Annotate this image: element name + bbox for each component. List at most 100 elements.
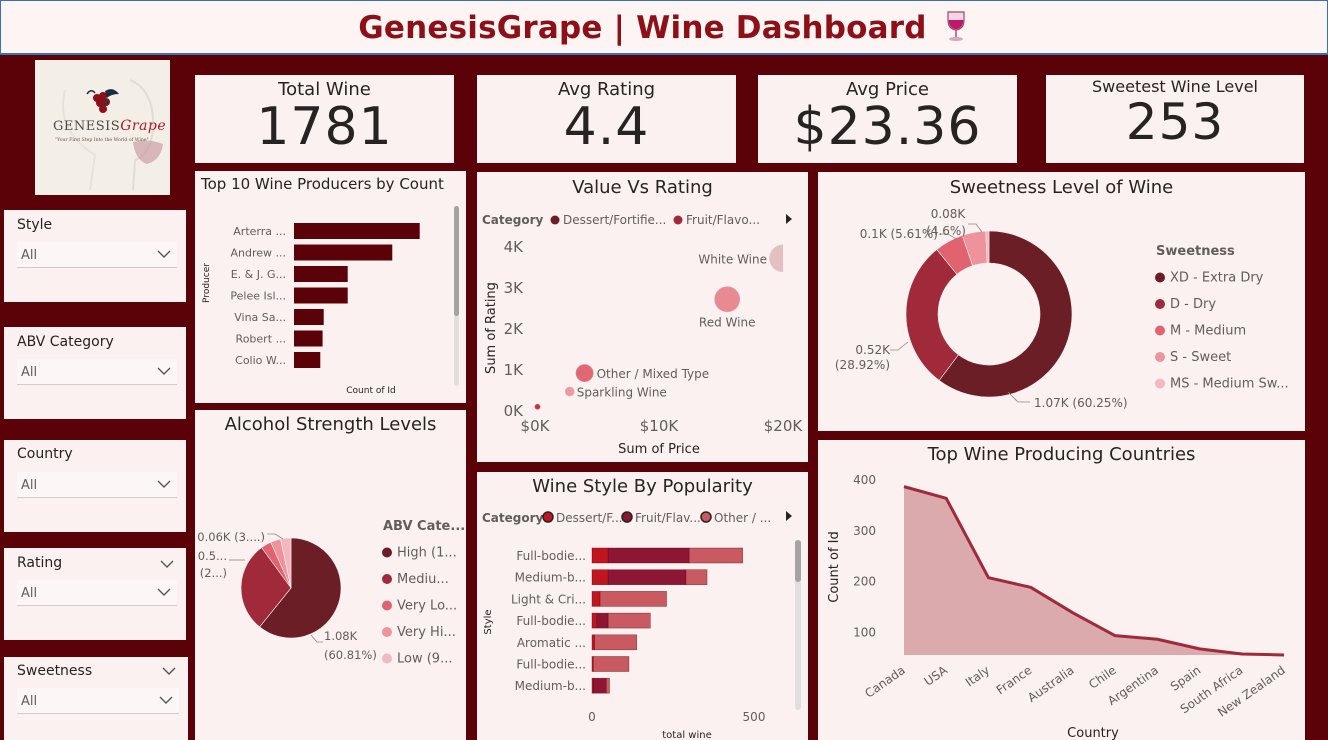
legend-label: Dessert/F... bbox=[556, 511, 623, 525]
bar-segment bbox=[592, 656, 630, 672]
scatter-point bbox=[768, 243, 783, 273]
x-tick-label: Spain bbox=[1168, 663, 1203, 694]
area-fill bbox=[904, 486, 1284, 655]
countries-chart-panel: Top Wine Producing Countries 100 200 300 40… bbox=[818, 440, 1305, 740]
legend-marker bbox=[382, 653, 392, 664]
kpi-value: $23.36 bbox=[793, 97, 982, 157]
legend-marker bbox=[1155, 272, 1165, 283]
scrollbar[interactable] bbox=[795, 540, 801, 710]
pie-slice bbox=[280, 537, 292, 589]
data-label: 0.52K bbox=[855, 343, 891, 357]
chevron-down-icon bbox=[157, 367, 171, 375]
data-label: 1.08K bbox=[324, 629, 358, 643]
kpi-card-avg-price: Avg Price $23.36 bbox=[758, 75, 1017, 163]
legend-title: Sweetness bbox=[1156, 244, 1235, 259]
alcohol-chart-panel: Alcohol Strength Levels ABV Cate... High … bbox=[195, 410, 466, 740]
scatter-point bbox=[533, 403, 541, 411]
x-tick-label: 0 bbox=[588, 710, 596, 724]
y-axis-label: Sum of Rating bbox=[484, 282, 499, 374]
genesisgrape-logo bbox=[62, 79, 163, 191]
bar-segment bbox=[596, 612, 609, 629]
data-label: Sparkling Wine bbox=[577, 386, 667, 400]
legend-label: Very Hi... bbox=[397, 625, 456, 640]
tick-label: Andrew ... bbox=[230, 247, 286, 260]
legend-title: Category bbox=[482, 213, 544, 227]
scrollbar[interactable] bbox=[454, 206, 459, 386]
legend-label: Low (9... bbox=[397, 652, 452, 667]
sweetness-dropdown[interactable]: All bbox=[17, 688, 179, 714]
dropdown-value: All bbox=[21, 694, 38, 709]
y-axis-label: Style bbox=[483, 609, 494, 634]
legend-label: High (1... bbox=[397, 546, 457, 561]
logo-panel: GENESISGrape "Your First Step Into the W… bbox=[35, 60, 170, 195]
chevron-down-icon bbox=[157, 588, 171, 596]
donut-slice bbox=[938, 230, 1073, 398]
legend-label: Very Lo... bbox=[397, 599, 457, 614]
data-label: (28.92%) bbox=[835, 358, 890, 372]
leader-line bbox=[310, 634, 323, 643]
y-axis-label: Count of Id bbox=[827, 531, 842, 603]
producers-bar-chart: Arterra ... Andrew ... E. & J. G... Pelee I… bbox=[202, 223, 420, 396]
slicer-title: Rating bbox=[17, 555, 63, 571]
bar-segment bbox=[685, 569, 708, 585]
data-label: 0.5... bbox=[198, 549, 227, 563]
legend-marker bbox=[382, 627, 392, 637]
legend-marker bbox=[542, 511, 554, 523]
bar bbox=[294, 330, 323, 347]
value-rating-chart-panel: Value Vs Rating Category Dessert/Fortifie… bbox=[477, 172, 808, 462]
data-label: 0.08K bbox=[931, 207, 967, 221]
x-axis-label: total wine bbox=[662, 730, 712, 740]
chevron-down-icon[interactable] bbox=[162, 667, 176, 675]
x-tick-label: Italy bbox=[963, 663, 992, 689]
kpi-card-total-wine: Total Wine 1781 bbox=[195, 75, 454, 163]
country-dropdown[interactable]: All bbox=[17, 472, 177, 498]
data-label: 1.07K (60.25%) bbox=[1034, 396, 1128, 410]
legend-marker bbox=[382, 574, 392, 584]
bar bbox=[294, 244, 393, 261]
slicer-title: Country bbox=[17, 446, 73, 462]
bar-segment bbox=[592, 677, 607, 694]
x-tick-label: Canada bbox=[862, 663, 907, 701]
chart-title: Alcohol Strength Levels bbox=[224, 414, 437, 435]
kpi-card-avg-rating: Avg Rating 4.4 bbox=[477, 75, 736, 163]
series-line bbox=[903, 485, 1285, 657]
bar-segment bbox=[607, 547, 690, 564]
style-dropdown[interactable]: All bbox=[17, 242, 177, 268]
y-tick-label: 400 bbox=[853, 473, 876, 487]
tick-label: Medium-b... bbox=[515, 571, 586, 585]
legend-label: Dessert/Fortifie... bbox=[563, 213, 666, 227]
tick-label: Robert ... bbox=[236, 333, 286, 346]
chart-title: Top Wine Producing Countries bbox=[927, 444, 1196, 465]
abv-category-dropdown[interactable]: All bbox=[17, 359, 177, 385]
bar-segment bbox=[591, 547, 609, 564]
y-tick-label: 100 bbox=[853, 626, 876, 640]
rating-dropdown[interactable]: All bbox=[17, 580, 177, 606]
leader-line bbox=[968, 223, 983, 233]
legend-label: Mediu... bbox=[397, 572, 449, 587]
page-title: GenesisGrape | Wine Dashboard bbox=[358, 10, 927, 46]
bar-segment bbox=[591, 569, 609, 585]
legend-marker bbox=[1155, 299, 1165, 309]
legend-title: ABV Cate... bbox=[383, 519, 465, 534]
y-tick-label: 0K bbox=[504, 402, 525, 420]
y-axis-label: Producer bbox=[202, 263, 212, 303]
legend-next-arrow-icon bbox=[786, 214, 792, 224]
slicer-title: Style bbox=[17, 217, 53, 233]
donut-slice bbox=[905, 249, 959, 381]
slicer-rating: Rating All bbox=[4, 548, 186, 640]
scatter-point bbox=[564, 386, 576, 398]
chevron-down-icon[interactable] bbox=[160, 560, 174, 568]
alcohol-pie-chart: ABV Cate... High (1... Mediu... Very Lo... V… bbox=[197, 519, 465, 667]
x-tick-label: USA bbox=[922, 663, 951, 689]
legend-title: Category bbox=[482, 511, 544, 525]
bar-segment bbox=[688, 547, 743, 564]
x-tick-label: 500 bbox=[743, 710, 766, 724]
legend-marker bbox=[382, 600, 392, 611]
leader-line bbox=[1007, 391, 1030, 403]
legend-label: MS - Medium Sw... bbox=[1170, 377, 1289, 392]
dropdown-value: All bbox=[21, 248, 38, 263]
kpi-value: 1781 bbox=[256, 97, 393, 157]
kpi-card-sweetest-level: Sweetest Wine Level 253 bbox=[1046, 75, 1304, 163]
data-label: Other / Mixed Type bbox=[597, 367, 710, 381]
